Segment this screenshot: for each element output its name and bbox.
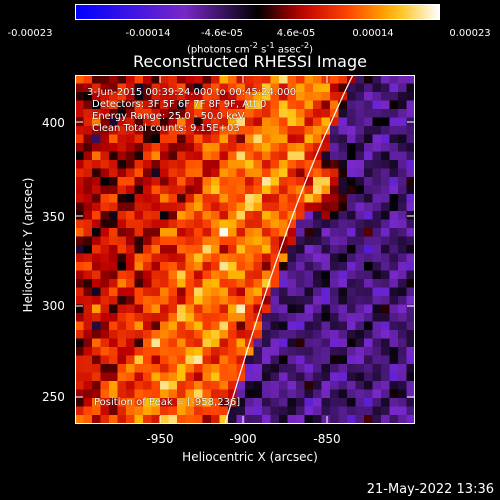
solar-limb xyxy=(224,75,354,424)
colorbar-tick: -0.00023 xyxy=(7,28,53,39)
detectors-label: Detectors: 3F 5F 6F 7F 8F 9F, Att 0 xyxy=(92,99,267,110)
x-tick-label: -900 xyxy=(229,432,257,446)
colorbar-tick: -0.00014 xyxy=(125,28,171,39)
energy-range-label: Energy Range: 25.0 - 50.0 keV xyxy=(92,111,245,122)
y-axis-label: Heliocentric Y (arcsec) xyxy=(21,177,35,313)
plot-title: Reconstructed RHESSI Image xyxy=(133,52,367,71)
timestamp: 21-May-2022 13:36 xyxy=(366,482,494,497)
colorbar xyxy=(75,4,440,20)
rhessi-image-map xyxy=(75,75,415,424)
clean-counts-label: Clean Total counts: 9.15E+03 xyxy=(92,123,240,134)
peak-position-label: Position of Peak = [-958,236] xyxy=(94,397,241,408)
y-tick-label: 350 xyxy=(42,210,65,224)
x-axis-label: Heliocentric X (arcsec) xyxy=(182,450,318,464)
colorbar-tick: 0.00014 xyxy=(352,28,394,39)
colorbar-units: (photons cm-2 s-1 asec-2) xyxy=(186,40,314,56)
colorbar-tick: 4.6e-05 xyxy=(276,28,316,39)
image-plot: 3-Jun-2015 00:39:24.000 to 00:45:24.000 … xyxy=(75,75,415,424)
colorbar-tick: -4.6e-05 xyxy=(201,28,243,39)
x-tick-label: -850 xyxy=(313,432,341,446)
y-tick-label: 300 xyxy=(42,299,65,313)
colorbar-tick: 0.00023 xyxy=(449,28,491,39)
time-range-label: 3-Jun-2015 00:39:24.000 to 00:45:24.000 xyxy=(87,87,297,98)
y-tick-label: 400 xyxy=(42,116,65,130)
x-tick-label: -950 xyxy=(146,432,174,446)
y-tick-label: 250 xyxy=(42,390,65,404)
